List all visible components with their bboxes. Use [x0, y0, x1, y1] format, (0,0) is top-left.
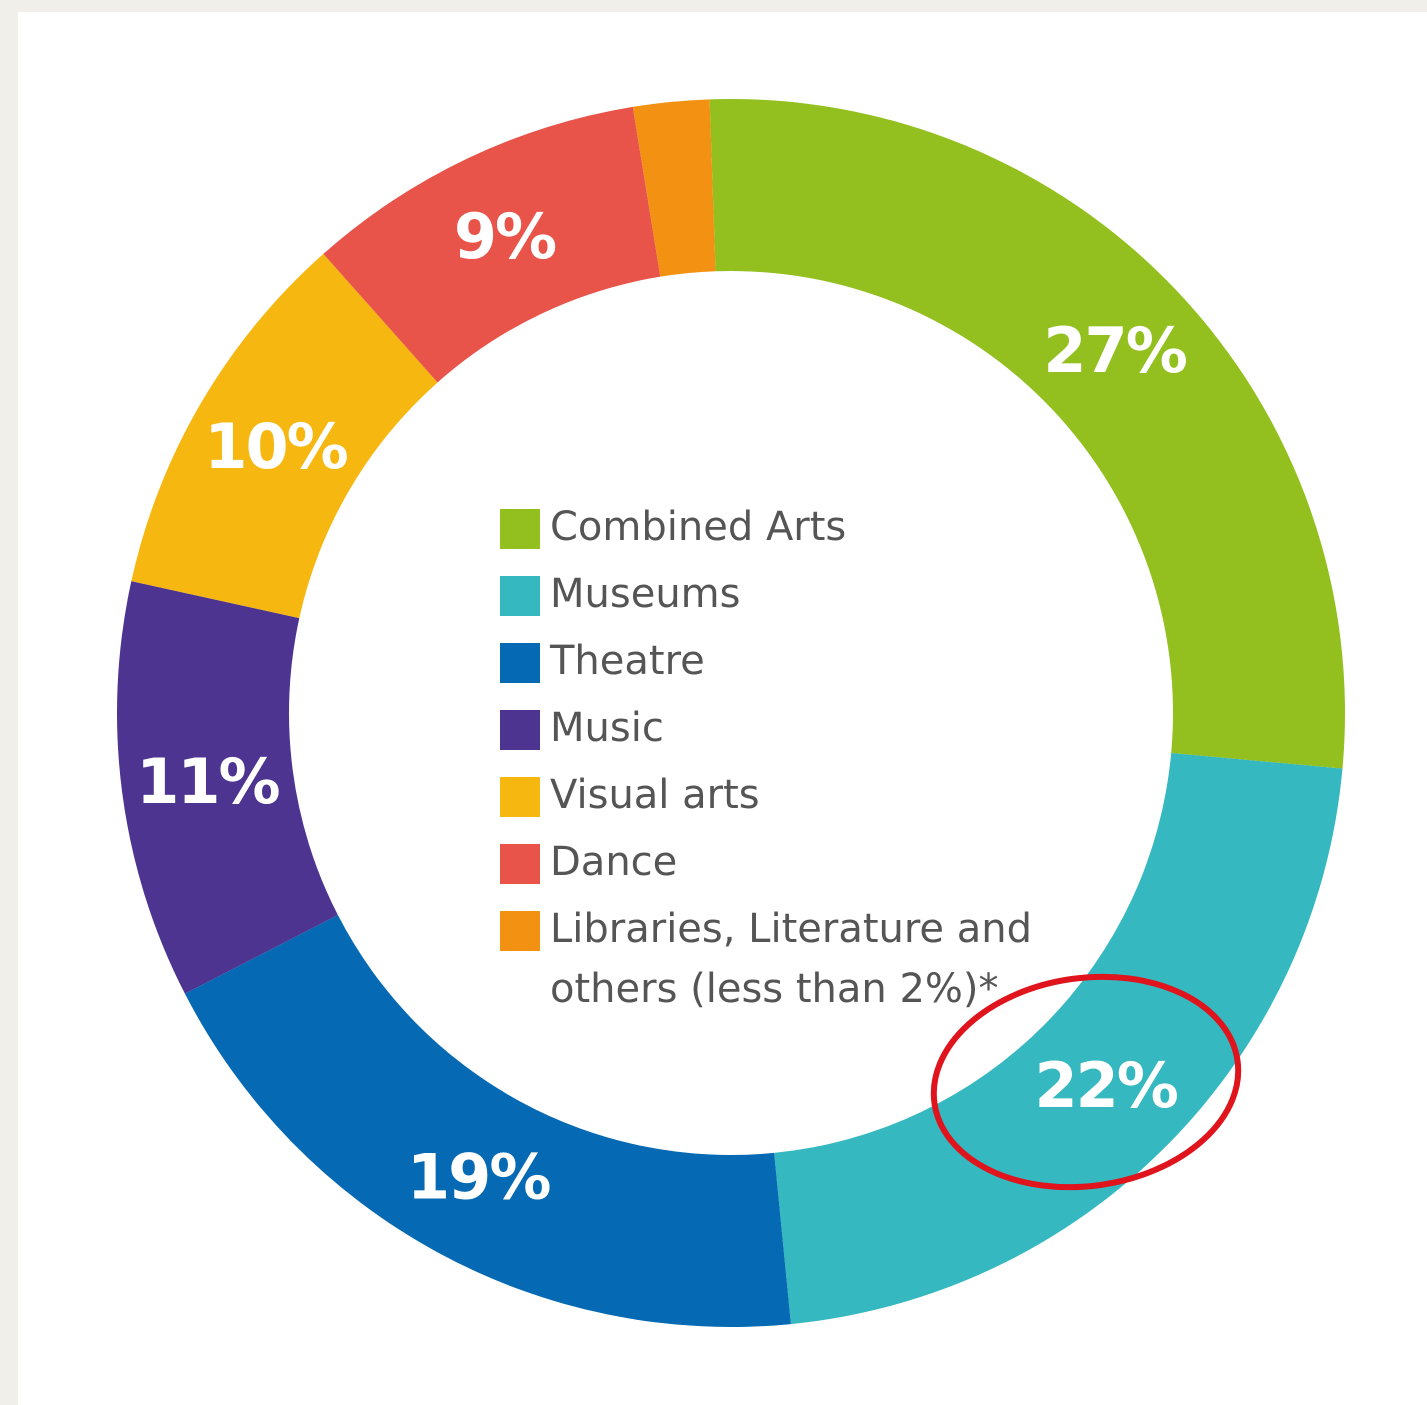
highlight-ellipse — [930, 973, 1242, 1191]
legend-label: Combined Arts — [550, 504, 847, 550]
legend-item-dance: Dance — [500, 837, 1060, 892]
slice-label-music: 11% — [136, 745, 279, 818]
legend-label: Libraries, Literature and others (less t… — [550, 906, 1033, 1012]
legend-label: Music — [550, 705, 664, 751]
slice-dance — [323, 106, 661, 383]
legend-swatch — [500, 844, 540, 884]
legend-label: Museums — [550, 571, 741, 617]
slice-label-theatre: 19% — [407, 1141, 550, 1214]
legend-item-music: Music — [500, 703, 1060, 758]
legend-item-libraries-literature-and-others-less-than-2: Libraries, Literature and others (less t… — [500, 904, 1060, 1019]
slice-libraries-literature-and-others-less-than-2 — [632, 99, 716, 277]
legend-swatch — [500, 911, 540, 951]
legend-swatch — [500, 777, 540, 817]
legend-swatch — [500, 509, 540, 549]
slice-combined-arts — [709, 99, 1346, 769]
legend-swatch — [500, 710, 540, 750]
legend-item-visual-arts: Visual arts — [500, 770, 1060, 825]
legend-swatch — [500, 643, 540, 683]
slice-theatre — [184, 915, 791, 1327]
slice-label-dance: 9% — [454, 200, 556, 273]
legend-item-theatre: Theatre — [500, 636, 1060, 691]
legend-label: Dance — [550, 839, 678, 885]
slice-music — [116, 581, 338, 994]
slice-label-combined-arts: 27% — [1043, 314, 1186, 387]
legend-label: Theatre — [550, 638, 705, 684]
legend-label: Visual arts — [550, 772, 760, 818]
chart-panel: 27% 22% 19% 11% 10% 9% Combined Arts Museums Th… — [18, 12, 1427, 1405]
slice-label-visual-arts: 10% — [204, 410, 347, 483]
chart-legend: Combined Arts Museums Theatre Music Visual a… — [500, 502, 1060, 1031]
slice-museums — [774, 753, 1343, 1325]
donut-chart: 27% 22% 19% 11% 10% 9% — [116, 99, 1346, 1327]
slice-visual-arts — [131, 253, 438, 619]
slice-label-museums: 22% — [1034, 1049, 1177, 1122]
legend-item-combined-arts: Combined Arts — [500, 502, 1060, 557]
legend-item-museums: Museums — [500, 569, 1060, 624]
legend-swatch — [500, 576, 540, 616]
